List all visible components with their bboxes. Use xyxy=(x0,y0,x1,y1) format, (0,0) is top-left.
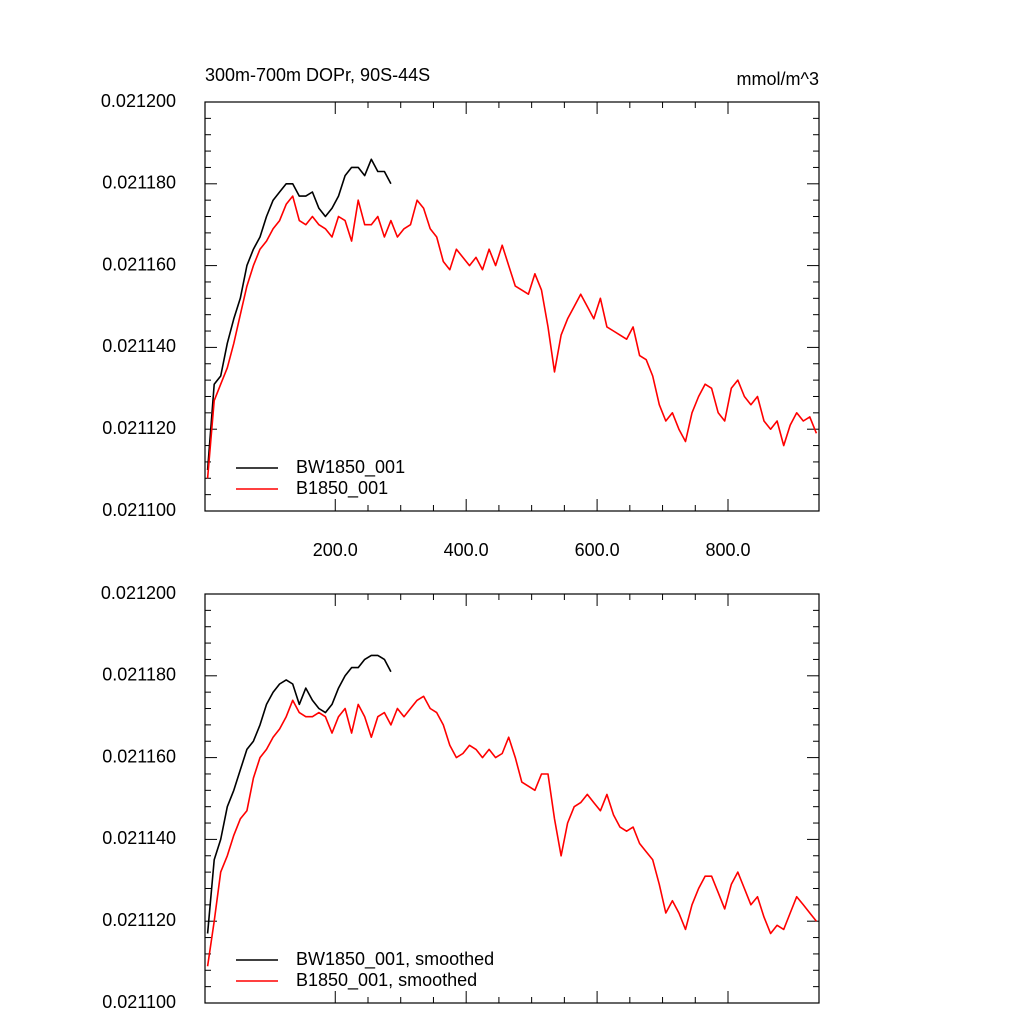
plot-frame xyxy=(204,593,820,1004)
chart-title: 300m-700m DOPr, 90S-44S xyxy=(205,65,430,85)
y-tick-label: 0.021200 xyxy=(101,91,176,111)
y-tick-label: 0.021100 xyxy=(102,500,176,520)
y-tick-label: 0.021160 xyxy=(102,746,176,766)
y-tick-label: 0.021120 xyxy=(102,910,176,930)
y-units: mmol/m^3 xyxy=(737,69,819,89)
x-tick-label: 800.0 xyxy=(705,540,750,560)
legend-label: B1850_001, smoothed xyxy=(296,970,477,991)
y-tick-label: 0.021160 xyxy=(102,254,176,274)
y-tick-label: 0.021200 xyxy=(101,583,176,603)
series-line xyxy=(206,158,392,471)
legend-label: BW1850_001 xyxy=(296,457,405,478)
plot-frame xyxy=(204,101,820,512)
legend-label: BW1850_001, smoothed xyxy=(296,949,494,970)
series-line xyxy=(206,654,392,934)
x-tick-label: 400.0 xyxy=(444,540,489,560)
y-tick-label: 0.021140 xyxy=(102,828,176,848)
y-tick-label: 0.021180 xyxy=(102,665,176,685)
x-tick-label: 200.0 xyxy=(313,540,358,560)
x-tick-label: 600.0 xyxy=(575,540,620,560)
y-tick-label: 0.021140 xyxy=(102,336,176,356)
y-tick-label: 0.021100 xyxy=(102,992,176,1012)
y-tick-label: 0.021120 xyxy=(102,418,176,438)
y-tick-label: 0.021180 xyxy=(102,173,176,193)
legend-label: B1850_001 xyxy=(296,478,388,499)
series-line xyxy=(206,695,818,967)
series-line xyxy=(206,195,818,479)
